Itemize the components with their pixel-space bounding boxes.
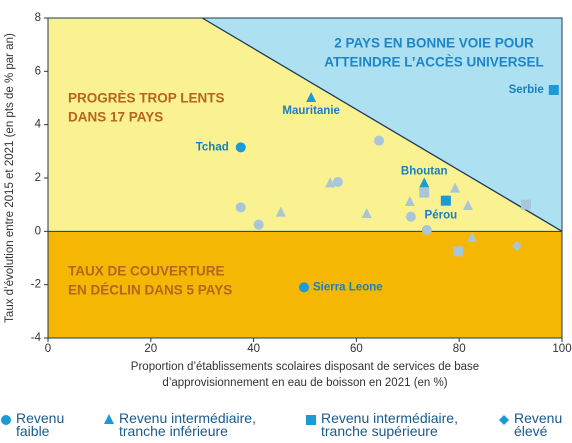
point (275, 206, 286, 217)
point-label: Sierra Leone (313, 281, 383, 293)
legend: Revenu faible Revenu intermédiaire, tranc… (0, 402, 572, 443)
point (462, 200, 473, 210)
point (467, 232, 478, 242)
annotation: DANS 17 PAYS (68, 110, 163, 125)
annotation: 2 PAYS EN BONNE VOIE POUR (334, 36, 534, 51)
point (511, 241, 522, 251)
point-label: Mauritanie (282, 105, 340, 117)
point-label: Serbie (509, 84, 544, 96)
point-label: Pérou (425, 210, 458, 222)
legend-marker (306, 415, 316, 425)
legend-marker (104, 414, 114, 424)
legend-label: Revenu faible (16, 410, 65, 439)
y-tick-label: -4 (31, 332, 42, 344)
legend-label: Revenu intermédiaire, tranche supérieure (321, 410, 458, 439)
x-tick-label: 60 (350, 343, 363, 355)
annotation: EN DÉCLIN DANS 5 PAYS (68, 283, 232, 298)
y-tick-label: 6 (35, 65, 41, 77)
page: Taux d’évolution entre 2015 et 2021 (en … (1, 12, 572, 438)
y-tick-label: 8 (35, 12, 41, 24)
y-tick-label: 4 (35, 119, 42, 131)
point (306, 92, 317, 102)
point (421, 225, 432, 235)
point (405, 211, 416, 222)
annotation: PROGRÈS TROP LENTS (68, 91, 225, 106)
point (499, 415, 509, 425)
point (374, 135, 385, 146)
point (361, 208, 372, 218)
chart: Taux d’évolution entre 2015 et 2021 (en … (4, 12, 572, 389)
point (440, 195, 451, 206)
legend-label: Revenu intermédiaire, tranche inférieure (119, 410, 256, 439)
y-tick-label: 0 (35, 225, 41, 237)
point (419, 177, 430, 188)
point (404, 196, 415, 206)
point-label: Bhoutan (401, 165, 448, 177)
point (521, 199, 532, 210)
region-slow (48, 18, 562, 232)
legend-entry: Revenu intermédiaire, tranche inférieure (103, 410, 283, 439)
point (235, 142, 246, 153)
x-tick-label: 20 (144, 343, 157, 355)
y-axis-label: Taux d’évolution entre 2015 et 2021 (en … (4, 33, 16, 323)
point (1, 415, 11, 425)
legend-marker (499, 415, 509, 425)
point (306, 415, 316, 425)
y-tick-label: 2 (35, 172, 41, 184)
x-tick-label: 80 (453, 343, 466, 355)
point (253, 219, 264, 230)
point (419, 187, 430, 198)
point-label: Tchad (196, 141, 229, 153)
annotation: ATTEINDRE L’ACCÈS UNIVERSEL (324, 55, 544, 70)
point (325, 177, 336, 188)
legend-entry: Revenu élevé (498, 410, 572, 439)
annotation: TAUX DE COUVERTURE (68, 264, 225, 279)
point (332, 177, 343, 187)
point (298, 282, 309, 293)
x-tick-label: 100 (552, 343, 571, 355)
x-axis-label: Proportion d’établissements scolaires di… (131, 361, 479, 373)
legend-label: Revenu élevé (514, 410, 563, 439)
point (235, 202, 246, 213)
point (453, 246, 464, 257)
legend-marker (1, 415, 11, 425)
point (104, 414, 114, 424)
point (548, 85, 559, 95)
legend-entry: Revenu intermédiaire, tranche supérieure (305, 410, 485, 439)
point (450, 182, 461, 193)
x-tick-label: 40 (247, 343, 260, 355)
y-tick-label: -2 (31, 279, 41, 291)
x-tick-label: 0 (45, 343, 51, 355)
boundary-line (201, 17, 563, 232)
legend-entry: Revenu faible (0, 410, 80, 439)
x-axis-label: d’approvisionnement en eau de boisson en… (162, 377, 447, 389)
